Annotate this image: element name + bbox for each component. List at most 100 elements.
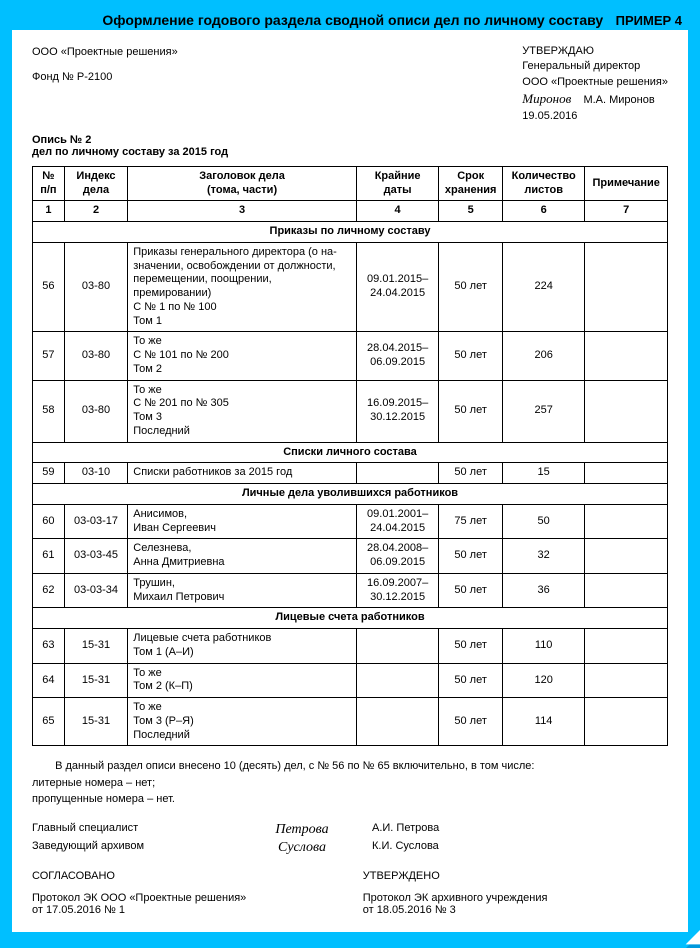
table-cell <box>585 629 668 664</box>
signature-row: Заведующий архивомСусловаК.И. Суслова <box>32 840 668 856</box>
table-cell: 15-31 <box>64 629 128 664</box>
agree-right-title: УТВЕРЖДЕНО <box>363 870 668 882</box>
table-cell: 65 <box>33 698 65 746</box>
table-cell <box>585 380 668 442</box>
table-cell: 57 <box>33 332 65 380</box>
approve-l2: Генеральный директор <box>522 59 668 74</box>
table-row: 5703-80То жеС № 101 по № 200Том 228.04.2… <box>33 332 668 380</box>
fund-no: Фонд № Р-2100 <box>32 69 178 86</box>
table-cell <box>356 698 439 746</box>
table-cell: 50 лет <box>439 463 503 484</box>
table-cell: 50 лет <box>439 573 503 608</box>
agree-left-l1: Протокол ЭК ООО «Проектные решения» <box>32 892 337 904</box>
table-cell <box>585 539 668 574</box>
table-cell: 114 <box>502 698 585 746</box>
table-row: 5903-10Списки работников за 2015 год 50 л… <box>33 463 668 484</box>
table-cell: 15-31 <box>64 663 128 698</box>
table-cell <box>585 573 668 608</box>
table-cell <box>585 463 668 484</box>
lit-text: литерные номера – нет; <box>32 777 155 789</box>
table-head: №п/пИндексделаЗаголовок дела(тома, части… <box>33 166 668 221</box>
agree-right: УТВЕРЖДЕНО Протокол ЭК архивного учрежде… <box>363 870 668 916</box>
table-cell: 50 лет <box>439 663 503 698</box>
agree-left-title: СОГЛАСОВАНО <box>32 870 337 882</box>
summary-text: В данный раздел описи внесено 10 (десять… <box>55 760 534 772</box>
approve-block: УТВЕРЖДАЮ Генеральный директор ООО «Прое… <box>522 44 668 124</box>
col-number: 3 <box>128 201 357 222</box>
table-cell: 56 <box>33 242 65 332</box>
table-row: 5803-80То жеС № 201 по № 305Том 3Последн… <box>33 380 668 442</box>
table-cell: 59 <box>33 463 65 484</box>
table-cell: То жеС № 101 по № 200Том 2 <box>128 332 357 380</box>
sign-position: Заведующий архивом <box>32 840 232 856</box>
header-row: ООО «Проектные решения» Фонд № Р-2100 УТ… <box>32 44 668 124</box>
table-cell: 257 <box>502 380 585 442</box>
table-cell: То жеТом 2 (К–П) <box>128 663 357 698</box>
org-block: ООО «Проектные решения» Фонд № Р-2100 <box>32 44 178 124</box>
col-header: Крайниедаты <box>356 166 439 201</box>
signatures-block: Главный специалистПетроваА.И. ПетроваЗав… <box>32 822 668 856</box>
table-cell: 50 лет <box>439 332 503 380</box>
table-cell <box>356 463 439 484</box>
table-cell: 16.09.2015–30.12.2015 <box>356 380 439 442</box>
agree-right-l1: Протокол ЭК архивного учреждения <box>363 892 668 904</box>
summary-block: В данный раздел описи внесено 10 (десять… <box>32 758 668 808</box>
table-cell: 32 <box>502 539 585 574</box>
table-cell: 50 лет <box>439 242 503 332</box>
col-number: 5 <box>439 201 503 222</box>
table-cell: 64 <box>33 663 65 698</box>
approve-sig: Миронов <box>522 91 571 106</box>
sign-signature: Суслова <box>232 840 372 856</box>
table-row: 6515-31То жеТом 3 (Р–Я)Последний50 лет11… <box>33 698 668 746</box>
table-cell: Лицевые счета работниковТом 1 (А–И) <box>128 629 357 664</box>
table-cell: То жеТом 3 (Р–Я)Последний <box>128 698 357 746</box>
table-cell: 224 <box>502 242 585 332</box>
table-body: Приказы по личному составу5603-80Приказы… <box>33 222 668 746</box>
page-title: Оформление годового раздела сводной опис… <box>98 12 608 28</box>
table-cell: 50 лет <box>439 380 503 442</box>
table-cell: 120 <box>502 663 585 698</box>
table-row: 6003-03-17Анисимов,Иван Сергеевич09.01.2… <box>33 504 668 539</box>
sign-signature: Петрова <box>232 822 372 838</box>
page-fold-highlight <box>686 926 700 945</box>
section-row: Личные дела уволившихся работников <box>33 484 668 505</box>
table-cell: 15-31 <box>64 698 128 746</box>
table-cell: Анисимов,Иван Сергеевич <box>128 504 357 539</box>
table-cell <box>585 242 668 332</box>
table-cell: 15 <box>502 463 585 484</box>
table-cell: 110 <box>502 629 585 664</box>
table-row: 5603-80Приказы генерального директора (о… <box>33 242 668 332</box>
agreement-row: СОГЛАСОВАНО Протокол ЭК ООО «Проектные р… <box>32 870 668 916</box>
table-cell: 58 <box>33 380 65 442</box>
col-header: Примечание <box>585 166 668 201</box>
table-cell <box>585 663 668 698</box>
approve-l3: ООО «Проектные решения» <box>522 75 668 90</box>
table-cell: 09.01.2001–24.04.2015 <box>356 504 439 539</box>
approve-l1: УТВЕРЖДАЮ <box>522 44 668 59</box>
example-tag: ПРИМЕР 4 <box>616 13 682 28</box>
table-cell: То жеС № 201 по № 305Том 3Последний <box>128 380 357 442</box>
org-name: ООО «Проектные решения» <box>32 44 178 61</box>
col-header: Индексдела <box>64 166 128 201</box>
table-cell: 50 <box>502 504 585 539</box>
col-number: 7 <box>585 201 668 222</box>
col-header: Количестволистов <box>502 166 585 201</box>
table-cell <box>585 698 668 746</box>
table-cell: 03-03-17 <box>64 504 128 539</box>
section-row: Списки личного состава <box>33 442 668 463</box>
table-cell: Селезнева,Анна Дмитриевна <box>128 539 357 574</box>
table-cell: Списки работников за 2015 год <box>128 463 357 484</box>
table-cell: Трушин,Михаил Петрович <box>128 573 357 608</box>
table-cell: 28.04.2008–06.09.2015 <box>356 539 439 574</box>
table-cell: 03-10 <box>64 463 128 484</box>
table-cell: 03-03-45 <box>64 539 128 574</box>
sign-name: К.И. Суслова <box>372 840 492 856</box>
table-row: 6315-31Лицевые счета работниковТом 1 (А–… <box>33 629 668 664</box>
table-cell: 03-03-34 <box>64 573 128 608</box>
table-cell: 61 <box>33 539 65 574</box>
table-cell <box>356 629 439 664</box>
table-cell: 16.09.2007–30.12.2015 <box>356 573 439 608</box>
col-number: 6 <box>502 201 585 222</box>
opis-title: Опись № 2 <box>32 134 668 146</box>
table-cell: 09.01.2015–24.04.2015 <box>356 242 439 332</box>
